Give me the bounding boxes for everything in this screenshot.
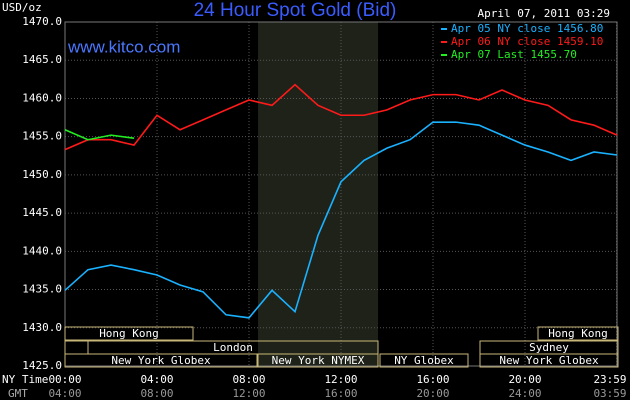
legend-label: Apr 07 Last 1455.70 — [451, 48, 577, 61]
x2-tick-label: 04:00 — [48, 387, 81, 400]
session-label: New York Globex — [111, 354, 211, 367]
session-label: New York Globex — [499, 354, 599, 367]
x-tick-label: 00:00 — [48, 373, 81, 386]
x2-tick-label: 20:00 — [416, 387, 449, 400]
y-tick-label: 1470.0 — [22, 15, 62, 28]
session-box — [479, 353, 619, 368]
x-tick-label: 12:00 — [324, 373, 357, 386]
session-label: New York NYMEX — [272, 354, 365, 367]
x2-tick-label: 08:00 — [140, 387, 173, 400]
session-box — [379, 353, 469, 368]
y-tick-label: 1450.0 — [22, 168, 62, 181]
series-line — [64, 129, 135, 141]
session-box — [537, 326, 619, 341]
session-label: London — [213, 341, 253, 354]
legend-label: Apr 06 NY close 1459.10 — [451, 35, 603, 48]
y-tick-label: 1465.0 — [22, 53, 62, 66]
x2-tick-label: 16:00 — [324, 387, 357, 400]
plot-frame — [64, 21, 618, 367]
y-tick-label: 1455.0 — [22, 130, 62, 143]
series-line — [64, 83, 618, 151]
y-tick-label: 1425.0 — [22, 359, 62, 372]
y-axis-label: USD/oz — [2, 1, 42, 14]
session-box — [64, 353, 258, 368]
y-tick-label: 1460.0 — [22, 91, 62, 104]
y-tick-label: 1440.0 — [22, 244, 62, 257]
series-line — [64, 121, 618, 319]
chart-title: 24 Hour Spot Gold (Bid) — [194, 0, 397, 21]
y-tick-label: 1430.0 — [22, 321, 62, 334]
legend-label: Apr 05 NY close 1456.80 — [451, 22, 603, 35]
timestamp: April 07, 2011 03:29 — [478, 7, 610, 20]
session-box — [64, 326, 194, 341]
x2-tick-label: 12:00 — [232, 387, 265, 400]
x-tick-label: 16:00 — [416, 373, 449, 386]
session-label: Sydney — [529, 341, 569, 354]
x-tick-label: 04:00 — [140, 373, 173, 386]
session-label: NY Globex — [394, 354, 454, 367]
x-tick-label: 20:00 — [508, 373, 541, 386]
watermark: www.kitco.com — [67, 37, 180, 56]
x2-tick-label: 24:00 — [508, 387, 541, 400]
x-tick-label: 23:59 — [593, 373, 626, 386]
x-row-label: NY Time — [2, 373, 48, 386]
x-tick-label: 08:00 — [232, 373, 265, 386]
market-shade — [258, 22, 378, 366]
y-tick-label: 1435.0 — [22, 283, 62, 296]
session-label: Hong Kong — [548, 327, 608, 340]
session-label: Hong Kong — [99, 327, 159, 340]
session-box — [257, 353, 379, 368]
y-tick-label: 1445.0 — [22, 206, 62, 219]
x2-row-label: GMT — [8, 387, 28, 400]
x2-tick-label: 03:59 — [593, 387, 626, 400]
